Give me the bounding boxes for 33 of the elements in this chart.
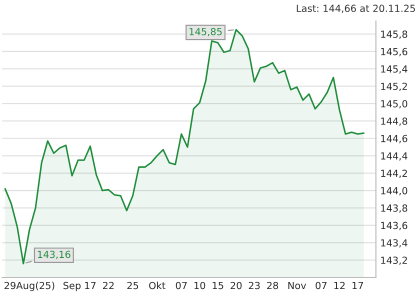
x-tick-label: 28 xyxy=(267,282,278,290)
annotation: 143,16 xyxy=(38,250,70,260)
x-tick-label: 07 xyxy=(316,282,327,290)
y-tick-label: 143,4 xyxy=(381,239,408,248)
x-tick-label: 23 xyxy=(248,282,260,290)
x-tick-label: Okt xyxy=(149,282,166,290)
y-tick-label: 145,2 xyxy=(381,82,407,92)
y-tick-label: 143,6 xyxy=(381,222,408,230)
x-tick-label: 15 xyxy=(212,282,224,290)
y-tick-label: 145,0 xyxy=(381,100,408,108)
x-tick-label: Nov xyxy=(288,282,306,290)
x-tick-label: 20 xyxy=(230,282,242,290)
y-tick-label: 144,8 xyxy=(381,117,408,126)
x-tick-label: 10 xyxy=(194,282,206,290)
y-tick-label: 144,6 xyxy=(381,134,408,144)
x-tick-label: Sep xyxy=(63,282,81,292)
annotation: 145,85 xyxy=(190,28,222,36)
x-tick-label: 22 xyxy=(102,282,114,290)
x-tick-label: 17 xyxy=(352,282,364,290)
y-tick-label: 143,2 xyxy=(381,256,407,265)
y-tick-label: 145,4 xyxy=(381,65,408,74)
y-tick-label: 144,2 xyxy=(381,170,407,178)
y-tick-label: 143,8 xyxy=(381,204,408,213)
x-tick-label: 17 xyxy=(85,282,96,290)
x-tick-label: 12 xyxy=(334,282,345,290)
y-tick-label: 144,0 xyxy=(381,187,408,196)
x-tick-label: 07 xyxy=(176,282,187,290)
y-tick-label: 144,4 xyxy=(381,152,408,161)
x-tick-label: 25 xyxy=(127,282,138,290)
x-tick-label: 29Aug(25) xyxy=(4,282,54,292)
chart-title: Last: 144,66 at 20.11.25 xyxy=(296,4,415,14)
y-tick-label: 145,6 xyxy=(381,48,408,56)
y-tick-label: 145,8 xyxy=(381,30,408,39)
